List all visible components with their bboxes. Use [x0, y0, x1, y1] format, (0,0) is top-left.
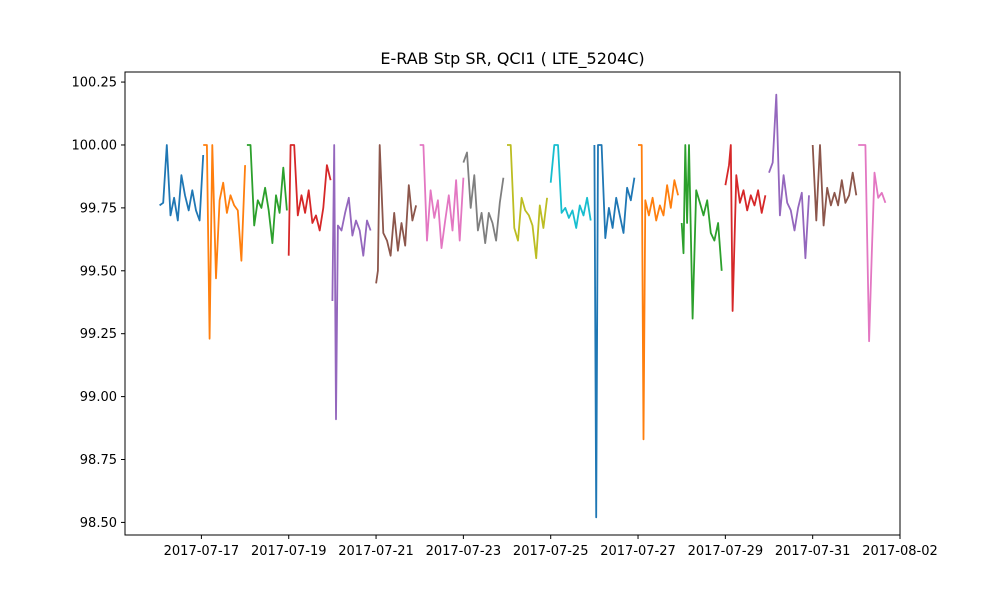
- series-line-6: [375, 144, 417, 284]
- x-axis: 2017-07-17 2017-07-19 2017-07-21 2017-07-23…: [164, 535, 938, 559]
- series-line-2: [203, 144, 246, 340]
- x-tick-label: 2017-07-23: [426, 544, 502, 559]
- x-tick-label: 2017-08-02: [862, 544, 938, 559]
- series-line-17: [858, 144, 887, 343]
- x-tick-label: 2017-07-19: [251, 544, 327, 559]
- series-line-12: [638, 144, 679, 441]
- x-tick-label: 2017-07-17: [164, 544, 240, 559]
- series-line-14: [724, 144, 767, 312]
- y-tick-label: 99.50: [80, 264, 117, 279]
- series-line-16: [811, 144, 858, 227]
- series-line-15: [768, 93, 810, 260]
- series-line-7: [419, 144, 465, 250]
- series-line-3: [246, 144, 288, 245]
- series-line-1: [159, 144, 205, 222]
- y-tick-label: 99.00: [80, 390, 117, 405]
- y-tick-label: 98.75: [80, 453, 117, 468]
- series-line-10: [549, 144, 592, 229]
- plot-area-frame: [124, 71, 901, 536]
- x-tick-label: 2017-07-27: [600, 544, 676, 559]
- y-tick-label: 100.25: [72, 76, 118, 91]
- x-tick-label: 2017-07-29: [688, 544, 764, 559]
- x-tick-label: 2017-07-25: [513, 544, 589, 559]
- series-line-13: [680, 144, 723, 320]
- x-tick-label: 2017-07-31: [775, 544, 851, 559]
- y-tick-label: 99.75: [80, 201, 117, 216]
- series-line-8: [462, 151, 505, 245]
- y-tick-label: 100.00: [72, 138, 118, 153]
- series-line-9: [507, 144, 548, 260]
- series-line-4: [287, 144, 332, 256]
- x-tick-label: 2017-07-21: [338, 544, 414, 559]
- series-line-5: [331, 144, 372, 421]
- y-tick-label: 99.25: [80, 327, 117, 342]
- series-line-11: [593, 144, 636, 519]
- chart-title: E-RAB Stp SR, QCI1 ( LTE_5204C): [380, 49, 644, 69]
- y-tick-label: 98.50: [80, 516, 117, 531]
- y-axis: 100.25 100.00 99.75 99.50 99.25 99.00 98.75 98.…: [72, 76, 125, 531]
